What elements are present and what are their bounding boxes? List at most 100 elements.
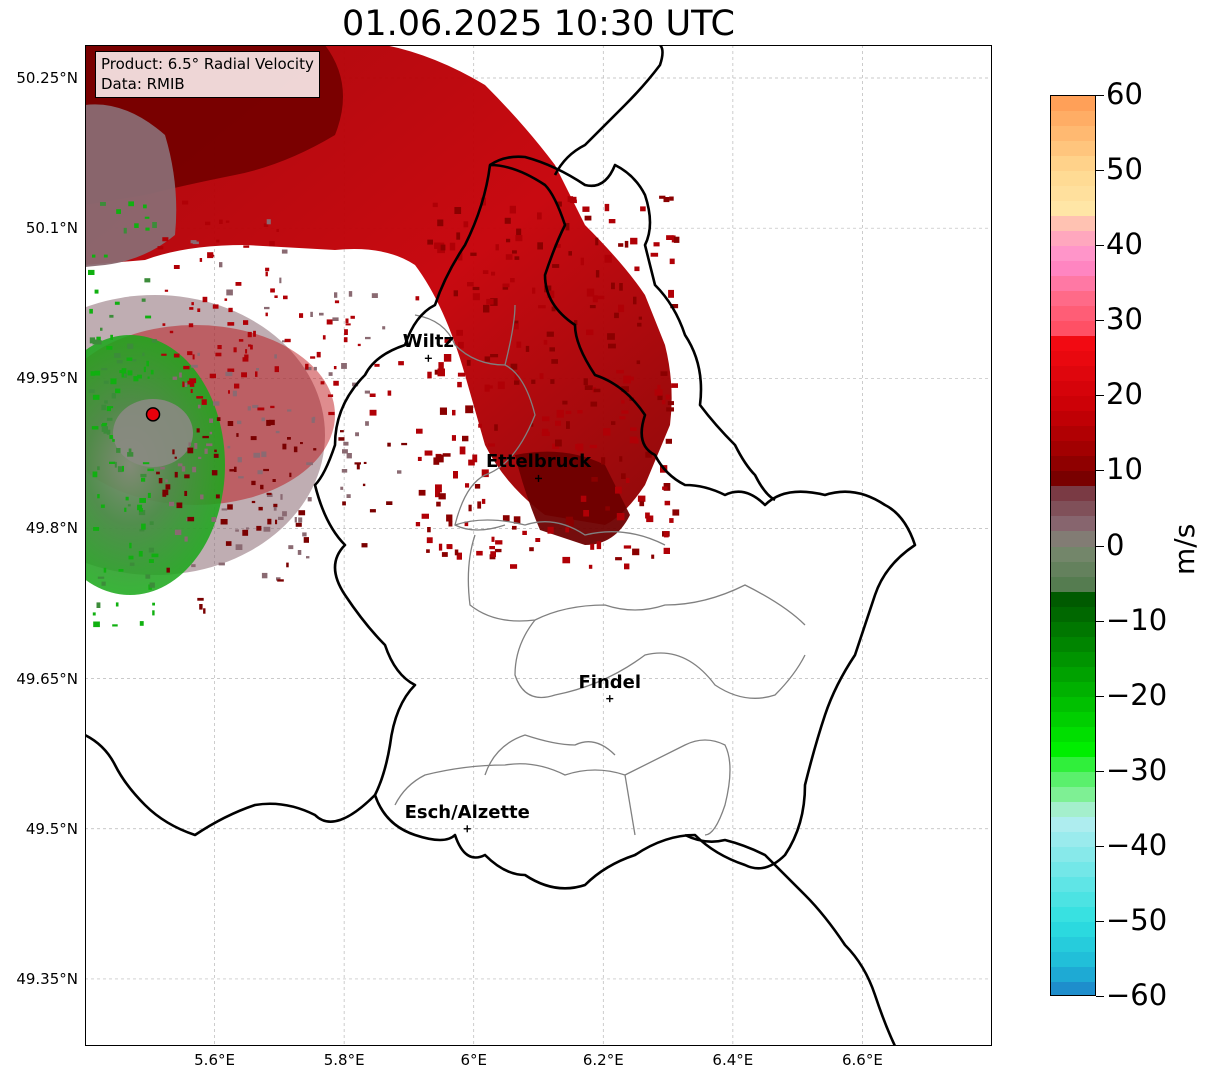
colorbar-tick [1096,845,1104,847]
colorbar-segment [1051,546,1095,563]
colorbar-segment [1051,246,1095,262]
colorbar-tick [1096,320,1104,322]
colorbar-tick [1096,170,1104,172]
info-source: Data: RMIB [101,75,185,93]
colorbar-segment [1051,771,1095,788]
colorbar-tick [1096,695,1104,697]
lat-tick-label: 50.25°N [16,69,78,88]
colorbar-segment [1051,756,1095,773]
colorbar-segment [1051,351,1095,367]
colorbar-segment [1051,981,1095,995]
colorbar-tick-label: −60 [1106,978,1168,1012]
city-label: Esch/Alzette [404,801,530,823]
city-marker [606,695,614,703]
colorbar-segment [1051,486,1095,503]
colorbar-tick [1096,95,1104,96]
colorbar-segment [1051,726,1095,743]
map-title: 01.06.2025 10:30 UTC [342,4,735,44]
lat-tick-label: 49.35°N [16,969,78,988]
colorbar-tick [1096,770,1104,772]
colorbar-segment [1051,741,1095,758]
colorbar-segment [1051,816,1095,833]
colorbar-tick-label: 10 [1106,452,1143,487]
border-germany-north [489,155,776,502]
colorbar-segment [1051,216,1095,232]
colorbar-segment [1051,441,1095,457]
city-markers [424,354,614,833]
colorbar-segment [1051,831,1095,848]
colorbar-tick-label: 50 [1106,152,1143,187]
colorbar [1050,95,1096,996]
colorbar-unit: m/s [1168,523,1201,575]
colorbar-segment [1051,786,1095,803]
colorbar-segment [1051,696,1095,713]
colorbar-segment [1051,291,1095,307]
lon-tick-label: 6.6°E [842,1051,883,1069]
colorbar-segment [1051,261,1095,277]
colorbar-segment [1051,411,1095,427]
colorbar-segment [1051,651,1095,668]
colorbar-segment [1051,111,1095,127]
colorbar-segment [1051,576,1095,593]
colorbar-segment [1051,366,1095,382]
colorbar-segment [1051,156,1095,172]
city-label: Ettelbruck [485,451,592,473]
lat-tick-label: 49.8°N [25,519,78,538]
colorbar-segment [1051,936,1095,953]
colorbar-segment [1051,861,1095,878]
colorbar-segment [1051,186,1095,202]
colorbar-segment [1051,681,1095,698]
city-label: Findel [578,671,642,693]
colorbar-segment [1051,951,1095,968]
colorbar-segment [1051,96,1095,112]
colorbar-segment [1051,471,1095,488]
colorbar-tick-label: 0 [1106,527,1125,562]
colorbar-tick-label: −20 [1106,677,1168,712]
colorbar-segment [1051,276,1095,292]
colorbar-segment [1051,321,1095,337]
colorbar-tick-label: 30 [1106,302,1143,337]
colorbar-segment [1051,621,1095,638]
colorbar-tick [1096,620,1104,622]
colorbar-tick-label: −10 [1106,602,1168,637]
radar-map[interactable] [85,45,992,1046]
colorbar-segment [1051,396,1095,412]
colorbar-segment [1051,711,1095,728]
colorbar-tick [1096,996,1104,997]
colorbar-segment [1051,801,1095,818]
colorbar-segment [1051,906,1095,923]
colorbar-tick [1096,395,1104,397]
colorbar-segment [1051,921,1095,938]
colorbar-segment [1051,591,1095,608]
colorbar-tick-label: −40 [1106,827,1168,862]
colorbar-segment [1051,336,1095,352]
colorbar-segment [1051,606,1095,623]
colorbar-tick [1096,545,1104,547]
lat-tick-label: 49.95°N [16,369,78,388]
colorbar-segment [1051,561,1095,578]
lon-tick-label: 6°E [460,1051,487,1069]
colorbar-tick-label: 40 [1106,227,1143,262]
lat-tick-label: 49.5°N [25,819,78,838]
colorbar-segment [1051,846,1095,863]
colorbar-segment [1051,966,1095,983]
colorbar-segment [1051,456,1095,472]
colorbar-tick [1096,470,1104,472]
colorbar-segment [1051,876,1095,893]
colorbar-tick-label: −30 [1106,752,1168,787]
city-marker [463,825,471,833]
colorbar-tick [1096,245,1104,247]
colorbar-segment [1051,426,1095,442]
lon-tick-label: 5.6°E [194,1051,235,1069]
radar-site-marker [145,407,161,422]
colorbar-tick-label: −50 [1106,902,1168,937]
colorbar-segment [1051,306,1095,322]
echo-speckles [88,195,680,628]
radar-echoes [85,45,680,628]
border-belgium-south [85,733,376,837]
national-borders [85,45,917,1046]
lat-tick-label: 50.1°N [25,219,78,238]
info-product: Product: 6.5° Radial Velocity [101,55,314,73]
colorbar-segment [1051,516,1095,533]
city-marker [424,354,432,362]
